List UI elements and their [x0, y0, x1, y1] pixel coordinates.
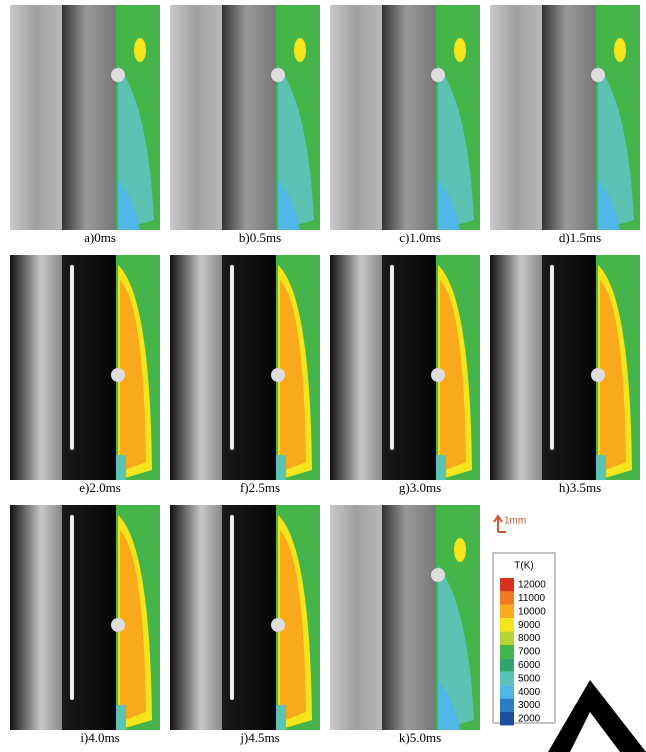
- panel: [170, 5, 320, 230]
- photo-strip: [330, 5, 382, 230]
- legend-swatch: [500, 658, 514, 671]
- legend-label: 6000: [518, 660, 541, 671]
- temp-spot: [134, 38, 146, 62]
- photo-strip: [490, 5, 542, 230]
- photo-strip: [170, 5, 222, 230]
- temp-zone: [116, 455, 126, 480]
- legend-swatch: [500, 605, 514, 618]
- photo-strip: [382, 5, 436, 230]
- legend-label: 9000: [518, 620, 541, 631]
- panel-label: e)2.0ms: [79, 480, 121, 495]
- electrode-spot: [431, 368, 445, 382]
- panel: [330, 5, 480, 230]
- panel-label: a)0ms: [84, 230, 116, 245]
- photo-strip: [490, 255, 542, 480]
- temp-zone: [436, 455, 446, 480]
- panel-label: d)1.5ms: [559, 230, 601, 245]
- panel: [10, 5, 160, 230]
- arc-line: [70, 265, 74, 450]
- panel: [330, 255, 480, 480]
- legend-swatch: [500, 591, 514, 604]
- panel-label: i)4.0ms: [80, 730, 119, 745]
- electrode-spot: [271, 68, 285, 82]
- temp-zone: [116, 705, 126, 730]
- panel: [170, 505, 320, 730]
- legend-label: 8000: [518, 633, 541, 644]
- electrode-spot: [271, 368, 285, 382]
- panel: [490, 255, 640, 480]
- legend-label: 5000: [518, 673, 541, 684]
- legend-swatch: [500, 618, 514, 631]
- panel-label: j)4.5ms: [239, 730, 279, 745]
- panel: [490, 5, 640, 230]
- legend-swatch: [500, 578, 514, 591]
- electrode-spot: [591, 368, 605, 382]
- corner-arrow: [548, 680, 646, 752]
- arc-line: [550, 265, 554, 450]
- panel: [330, 505, 480, 730]
- legend-swatch: [500, 699, 514, 712]
- temp-spot: [614, 38, 626, 62]
- panel-label: h)3.5ms: [559, 480, 601, 495]
- panel: [10, 255, 160, 480]
- panel-label: k)5.0ms: [399, 730, 441, 745]
- photo-strip: [222, 5, 276, 230]
- legend-swatch: [500, 685, 514, 698]
- electrode-spot: [431, 68, 445, 82]
- arc-line: [230, 265, 234, 450]
- electrode-spot: [111, 368, 125, 382]
- legend-swatch: [500, 712, 514, 725]
- legend-swatch: [500, 645, 514, 658]
- photo-strip: [10, 255, 62, 480]
- arc-line: [390, 265, 394, 450]
- legend-label: 10000: [518, 606, 546, 617]
- legend-label: 3000: [518, 700, 541, 711]
- temp-zone: [276, 705, 286, 730]
- legend-label: 12000: [518, 580, 546, 591]
- legend-title: T(K): [514, 561, 533, 572]
- electrode-spot: [111, 68, 125, 82]
- panel-label: f)2.5ms: [240, 480, 280, 495]
- electrode-spot: [111, 618, 125, 632]
- temp-spot: [294, 38, 306, 62]
- electrode-spot: [431, 568, 445, 582]
- photo-strip: [10, 5, 62, 230]
- photo-strip: [330, 255, 382, 480]
- legend-swatch: [500, 632, 514, 645]
- photo-strip: [10, 505, 62, 730]
- photo-strip: [170, 505, 222, 730]
- legend-label: 4000: [518, 687, 541, 698]
- legend-label: 7000: [518, 647, 541, 658]
- panel-label: b)0.5ms: [239, 230, 281, 245]
- electrode-spot: [271, 618, 285, 632]
- panel: [10, 505, 160, 730]
- photo-strip: [170, 255, 222, 480]
- electrode-spot: [591, 68, 605, 82]
- figure: T(K) 1mm a)0ms b)0.5ms c)1.0ms d)1.5ms e)2.0…: [0, 0, 646, 752]
- photo-strip: [382, 505, 436, 730]
- arc-line: [70, 515, 74, 700]
- photo-strip: [330, 505, 382, 730]
- legend-label: 2000: [518, 714, 541, 725]
- legend-label: 11000: [518, 593, 546, 604]
- photo-strip: [542, 5, 596, 230]
- temp-spot: [454, 538, 466, 562]
- scale-label: 1mm: [504, 516, 526, 527]
- panel-label: c)1.0ms: [399, 230, 441, 245]
- panel: [170, 255, 320, 480]
- legend-swatch: [500, 672, 514, 685]
- arc-line: [230, 515, 234, 700]
- photo-strip: [62, 5, 116, 230]
- temp-zone: [276, 455, 286, 480]
- temp-zone: [596, 455, 606, 480]
- temp-spot: [454, 38, 466, 62]
- panel-label: g)3.0ms: [399, 480, 441, 495]
